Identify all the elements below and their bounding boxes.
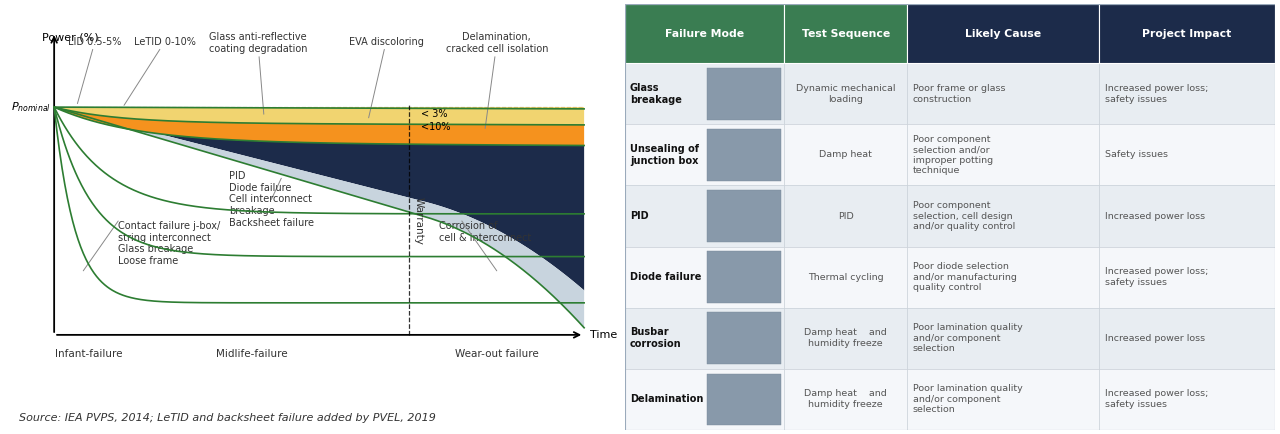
Text: PID: PID	[838, 211, 854, 220]
Bar	[783, 368, 908, 430]
Text: Poor lamination quality
and/or component
selection: Poor lamination quality and/or component…	[913, 323, 1023, 353]
Bar	[625, 308, 783, 368]
Text: Delamination: Delamination	[630, 394, 703, 404]
Bar	[783, 308, 908, 368]
Text: Damp heat: Damp heat	[819, 151, 872, 159]
Text: LID 0.5-5%: LID 0.5-5%	[68, 36, 122, 104]
Text: Glass anti-reflective
coating degradation: Glass anti-reflective coating degradatio…	[209, 33, 307, 114]
Text: Increased power loss;
safety issues: Increased power loss; safety issues	[1105, 84, 1208, 104]
Text: PID: PID	[630, 211, 649, 221]
Text: Infant-failure: Infant-failure	[55, 349, 123, 359]
Bar	[783, 125, 908, 185]
Polygon shape	[54, 107, 584, 290]
Text: Thermal cycling: Thermal cycling	[808, 273, 883, 282]
Bar	[908, 125, 1100, 185]
Bar	[625, 368, 783, 430]
Text: Failure Mode: Failure Mode	[664, 29, 744, 39]
Bar	[708, 312, 781, 364]
Bar	[625, 63, 783, 125]
Text: Wear-out failure: Wear-out failure	[454, 349, 539, 359]
Bar	[708, 251, 781, 302]
Polygon shape	[54, 107, 584, 125]
Text: Busbar
corrosion: Busbar corrosion	[630, 327, 681, 349]
Bar	[908, 247, 1100, 308]
Text: Contact failure j-box/
string interconnect
Glass breakage
Loose frame: Contact failure j-box/ string interconne…	[118, 221, 220, 266]
Bar	[708, 68, 781, 120]
Bar	[1100, 368, 1275, 430]
Bar	[783, 247, 908, 308]
Bar	[1100, 308, 1275, 368]
Text: Dynamic mechanical
loading: Dynamic mechanical loading	[796, 84, 896, 104]
Text: Power (%): Power (%)	[42, 33, 99, 43]
Bar	[1100, 185, 1275, 247]
Text: Unsealing of
junction box: Unsealing of junction box	[630, 144, 699, 166]
Bar	[625, 185, 783, 247]
Bar	[783, 63, 908, 125]
Bar	[1100, 63, 1275, 125]
Text: Increased power loss;
safety issues: Increased power loss; safety issues	[1105, 389, 1208, 409]
Text: Time: Time	[590, 330, 617, 340]
Bar	[708, 191, 781, 242]
Text: Increased power loss: Increased power loss	[1105, 211, 1204, 220]
Text: Poor lamination quality
and/or component
selection: Poor lamination quality and/or component…	[913, 384, 1023, 414]
Text: Increased power loss: Increased power loss	[1105, 334, 1204, 342]
Bar	[783, 4, 908, 63]
Bar	[1100, 247, 1275, 308]
Bar	[708, 374, 781, 425]
Polygon shape	[54, 107, 584, 145]
Bar	[625, 125, 783, 185]
Text: Poor component
selection and/or
improper potting
technique: Poor component selection and/or improper…	[913, 135, 993, 175]
Bar	[908, 308, 1100, 368]
Text: Damp heat    and
humidity freeze: Damp heat and humidity freeze	[804, 389, 887, 409]
Text: Poor component
selection, cell design
and/or quality control: Poor component selection, cell design an…	[913, 201, 1015, 231]
Text: PID
Diode failure
Cell interconnect
breakage
Backsheet failure: PID Diode failure Cell interconnect brea…	[229, 171, 314, 227]
Text: < 3%: < 3%	[421, 109, 448, 119]
Text: Damp heat    and
humidity freeze: Damp heat and humidity freeze	[804, 329, 887, 348]
Text: Project Impact: Project Impact	[1143, 29, 1231, 39]
Text: Increased power loss;
safety issues: Increased power loss; safety issues	[1105, 267, 1208, 287]
Text: <10%: <10%	[421, 122, 451, 132]
Bar	[783, 185, 908, 247]
Text: Warranty: Warranty	[413, 197, 424, 245]
Bar	[625, 247, 783, 308]
Bar	[908, 368, 1100, 430]
Bar	[1100, 125, 1275, 185]
Bar	[1100, 4, 1275, 63]
Text: Likely Cause: Likely Cause	[965, 29, 1042, 39]
Bar	[908, 185, 1100, 247]
Text: Diode failure: Diode failure	[630, 272, 701, 282]
Bar	[908, 4, 1100, 63]
Text: LeTID 0-10%: LeTID 0-10%	[124, 36, 196, 105]
Text: Source: IEA PVPS, 2014; LeTID and backsheet failure added by PVEL, 2019: Source: IEA PVPS, 2014; LeTID and backsh…	[19, 413, 436, 423]
Text: Safety issues: Safety issues	[1105, 151, 1167, 159]
Bar	[908, 63, 1100, 125]
Text: Corrosion of
cell & interconnect: Corrosion of cell & interconnect	[439, 221, 531, 243]
Bar	[625, 4, 783, 63]
Polygon shape	[54, 107, 584, 328]
Text: Midlife-failure: Midlife-failure	[216, 349, 288, 359]
Text: Glass
breakage: Glass breakage	[630, 83, 682, 105]
Bar	[708, 129, 781, 181]
Text: Poor frame or glass
construction: Poor frame or glass construction	[913, 84, 1005, 104]
Text: Test Sequence: Test Sequence	[801, 29, 890, 39]
Text: EVA discoloring: EVA discoloring	[348, 36, 424, 118]
Text: Delamination,
cracked cell isolation: Delamination, cracked cell isolation	[445, 33, 548, 128]
Text: $P_{nominal}$: $P_{nominal}$	[12, 100, 51, 114]
Text: Poor diode selection
and/or manufacturing
quality control: Poor diode selection and/or manufacturin…	[913, 262, 1016, 292]
